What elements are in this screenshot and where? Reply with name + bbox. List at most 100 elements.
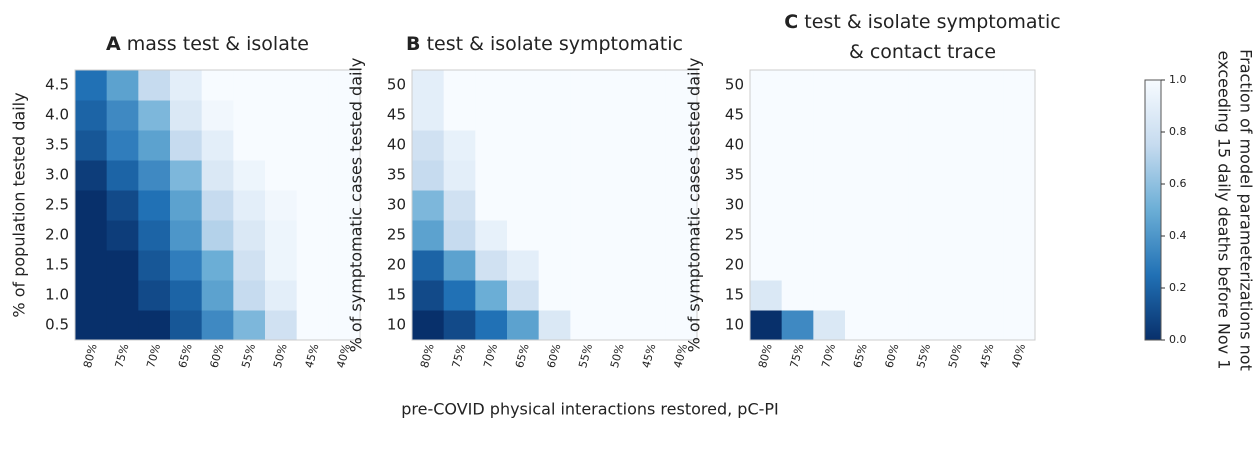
heatmap-cell: [781, 160, 814, 191]
heatmap-cell: [328, 220, 361, 251]
x-tick-label: 55%: [239, 342, 258, 369]
heatmap-cell: [602, 220, 635, 251]
heatmap-cell: [106, 250, 139, 281]
x-tick-label: 40%: [1009, 342, 1028, 369]
heatmap-cell: [170, 310, 203, 341]
x-tick-label: 50%: [608, 342, 627, 369]
y-tick-label: 45: [387, 106, 406, 124]
heatmap-cell: [876, 130, 909, 161]
heatmap-cell: [412, 190, 445, 221]
heatmap-cell: [845, 100, 878, 131]
heatmap-cell: [665, 160, 698, 191]
panel-title: A mass test & isolate: [106, 33, 309, 55]
plot-frame: [74, 69, 361, 341]
plot-frame: [749, 69, 1036, 341]
panel-title: & contact trace: [849, 41, 996, 63]
heatmap-cell: [538, 70, 571, 101]
heatmap-cell: [570, 160, 603, 191]
heatmap-cell: [507, 280, 540, 311]
y-tick-label: 20: [387, 256, 406, 274]
heatmap-cell: [1003, 100, 1036, 131]
y-tick-label: 30: [725, 196, 744, 214]
heatmap-cell: [845, 280, 878, 311]
colorbar: [1144, 79, 1162, 341]
y-tick-label: 30: [387, 196, 406, 214]
heatmap-cell: [781, 70, 814, 101]
heatmap-cell: [845, 250, 878, 281]
heatmap-cell: [201, 100, 234, 131]
heatmap-cell: [845, 220, 878, 251]
heatmap-cell: [813, 160, 846, 191]
heatmap-cell: [265, 280, 298, 311]
y-tick-label: 40: [725, 136, 744, 154]
heatmap-cell: [1003, 310, 1036, 341]
colorbar-tick-label: 1.0: [1169, 73, 1187, 86]
heatmap-cell: [265, 100, 298, 131]
heatmap-cell: [328, 280, 361, 311]
panel-title: B test & isolate symptomatic: [406, 33, 683, 55]
heatmap-cell: [570, 100, 603, 131]
heatmap-cell: [296, 280, 329, 311]
heatmap-cell: [1003, 70, 1036, 101]
heatmap-cell: [507, 220, 540, 251]
x-tick-label: 40%: [334, 342, 353, 369]
heatmap-cell: [633, 220, 666, 251]
heatmap-cell: [781, 310, 814, 341]
colorbar-tick-label: 0.4: [1169, 229, 1187, 242]
x-tick-label: 80%: [81, 342, 100, 369]
heatmap-cell: [443, 280, 476, 311]
heatmap-cell: [750, 100, 783, 131]
x-tick-label: 45%: [303, 342, 322, 369]
x-tick-label: 55%: [576, 342, 595, 369]
heatmap-cell: [971, 280, 1004, 311]
heatmap-cell: [908, 280, 941, 311]
heatmap-cell: [971, 220, 1004, 251]
heatmap-cell: [296, 100, 329, 131]
heatmap-cell: [75, 310, 108, 341]
x-tick-label: 65%: [513, 342, 532, 369]
heatmap-cell: [296, 310, 329, 341]
heatmap-cell: [443, 130, 476, 161]
x-tick-label: 65%: [851, 342, 870, 369]
heatmap-cell: [971, 130, 1004, 161]
heatmap-cell: [201, 190, 234, 221]
heatmap-cell: [507, 250, 540, 281]
heatmap-cell: [138, 160, 171, 191]
heatmap-cell: [106, 100, 139, 131]
y-tick-label: 0.5: [45, 316, 69, 334]
heatmap-cell: [75, 190, 108, 221]
y-tick-label: 2.5: [45, 196, 69, 214]
x-tick-label: 75%: [788, 342, 807, 369]
heatmap-cell: [328, 130, 361, 161]
heatmap-cell: [876, 190, 909, 221]
heatmap-cell: [475, 160, 508, 191]
heatmap-cell: [876, 100, 909, 131]
heatmap-cell: [296, 130, 329, 161]
heatmap-cell: [633, 130, 666, 161]
heatmap-cell: [602, 100, 635, 131]
heatmap-cell: [813, 130, 846, 161]
heatmap-cell: [75, 220, 108, 251]
y-axis-label: % of symptomatic cases tested daily: [685, 58, 704, 353]
heatmap-cell: [138, 250, 171, 281]
heatmap-cell: [475, 190, 508, 221]
heatmap-cell: [971, 100, 1004, 131]
heatmap-cell: [170, 160, 203, 191]
heatmap-cell: [1003, 220, 1036, 251]
colorbar-label: exceeding 15 daily deaths before Nov 1: [1215, 51, 1234, 370]
heatmap-cell: [201, 250, 234, 281]
heatmap-cell: [138, 130, 171, 161]
heatmap-cell: [665, 100, 698, 131]
heatmap-cell: [971, 190, 1004, 221]
heatmap-cell: [876, 70, 909, 101]
heatmap-cell: [971, 310, 1004, 341]
heatmap-cell: [750, 250, 783, 281]
heatmap-cell: [170, 100, 203, 131]
heatmap-cell: [265, 310, 298, 341]
heatmap-cell: [813, 100, 846, 131]
heatmap-cell: [507, 160, 540, 191]
heatmap-cell: [106, 70, 139, 101]
heatmap-cell: [138, 220, 171, 251]
title-text: & contact trace: [849, 41, 996, 63]
heatmap-cell: [570, 190, 603, 221]
